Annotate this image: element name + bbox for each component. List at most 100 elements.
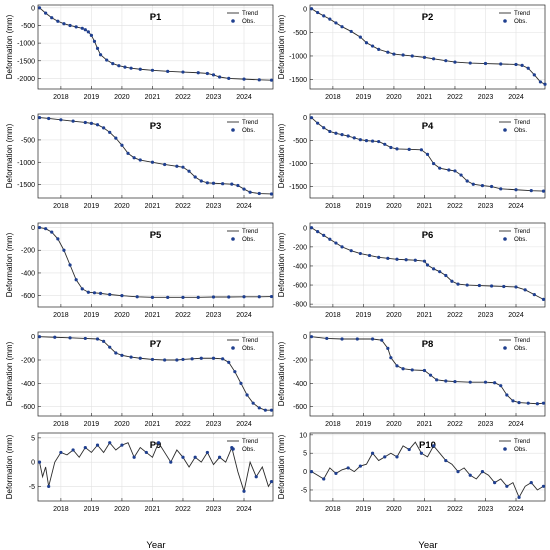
- y-tick-label: 5: [303, 451, 307, 458]
- obs-point: [541, 189, 546, 193]
- x-tick-label: 2022: [447, 506, 463, 513]
- obs-point: [269, 294, 274, 299]
- x-tick-label: 2018: [325, 506, 341, 513]
- obs-point: [499, 62, 503, 66]
- obs-point: [83, 28, 87, 32]
- obs-point: [44, 11, 48, 15]
- legend-trend-label: Trend: [514, 119, 530, 126]
- obs-point: [156, 441, 161, 445]
- obs-point: [505, 393, 509, 397]
- y-tick-label: 0: [303, 6, 307, 13]
- obs-point: [211, 356, 216, 360]
- obs-point: [386, 50, 390, 54]
- y-axis-label: Deformation (mm): [277, 341, 286, 406]
- trend-line: [311, 8, 546, 85]
- x-tick-label: 2022: [447, 94, 463, 101]
- obs-point: [37, 115, 42, 120]
- x-tick-label: 2020: [114, 94, 130, 101]
- obs-point: [364, 41, 369, 45]
- panel-p10: 10 5 0 -5 2018 2019 2020 2021 2022 2023 2024 Deform…: [277, 432, 546, 513]
- panel-p5: 0 -200 -400 -600 2018 2019 2020 2021 2022 2023 202…: [5, 222, 274, 319]
- obs-point: [340, 245, 344, 249]
- x-tick-label: 2019: [84, 421, 100, 428]
- panel-p6: 0 -200 -400 -600 -800 2018 2019 2020 2021 2022 202…: [277, 222, 546, 319]
- obs-point: [37, 335, 42, 339]
- x-tick-label: 2018: [325, 203, 341, 210]
- obs-point: [257, 191, 261, 196]
- x-tick-label: 2023: [206, 506, 222, 513]
- obs-point: [444, 273, 448, 278]
- x-tick-label: 2021: [417, 312, 433, 319]
- obs-point: [135, 295, 139, 299]
- obs-point: [370, 337, 375, 341]
- x-tick-label: 2024: [508, 94, 524, 101]
- obs-point: [386, 346, 390, 350]
- y-tick-label: 0: [303, 469, 307, 476]
- panel-title: P3: [150, 121, 162, 132]
- obs-point: [346, 466, 350, 470]
- obs-point: [328, 237, 332, 241]
- y-axis-label: Deformation (mm): [277, 434, 286, 499]
- obs-point: [44, 227, 48, 231]
- panel-title: P7: [150, 339, 162, 350]
- obs-point: [138, 67, 142, 71]
- x-tick-label: 2024: [508, 421, 524, 428]
- obs-point: [150, 160, 155, 164]
- obs-point: [269, 479, 274, 484]
- y-tick-label: 5: [31, 435, 35, 442]
- obs-point: [257, 295, 261, 299]
- panel-title: P10: [419, 440, 436, 451]
- panel-p4: 0 -500 -1000 -1500 2018 2019 2020 2021 2022 2023 2…: [277, 113, 546, 210]
- obs-point: [129, 355, 133, 359]
- obs-point: [132, 455, 136, 459]
- x-tick-label: 2020: [114, 203, 130, 210]
- obs-point: [422, 368, 427, 373]
- x-tick-label: 2024: [508, 203, 524, 210]
- x-tick-label: 2020: [114, 312, 130, 319]
- obs-point: [83, 120, 87, 125]
- obs-point: [98, 291, 103, 295]
- obs-point: [367, 253, 372, 258]
- legend-obs-label: Obs.: [242, 236, 255, 243]
- obs-point: [410, 368, 414, 372]
- obs-point: [138, 356, 142, 360]
- obs-point: [144, 450, 148, 455]
- obs-point: [532, 73, 536, 77]
- obs-point: [254, 475, 258, 479]
- y-tick-label: -200: [293, 358, 307, 365]
- obs-point: [193, 455, 197, 459]
- obs-point: [386, 256, 390, 260]
- legend-trend-label: Trend: [242, 119, 258, 126]
- legend-obs-swatch: [503, 237, 507, 241]
- obs-point: [541, 484, 546, 488]
- obs-point: [328, 17, 332, 21]
- trend-line: [39, 441, 272, 494]
- obs-point: [187, 169, 191, 173]
- obs-point: [309, 469, 314, 474]
- obs-point: [526, 66, 530, 70]
- panel-p2: 0 -500 -1000 -1500 2018 2019 2020 2021 2022 2023 2…: [277, 4, 547, 101]
- obs-point: [432, 161, 436, 166]
- obs-point: [543, 82, 547, 86]
- legend-obs-label: Obs.: [242, 127, 255, 134]
- obs-point: [269, 408, 274, 412]
- x-tick-label: 2024: [236, 421, 252, 428]
- obs-point: [53, 335, 57, 339]
- panel-title: P6: [422, 230, 434, 241]
- obs-point: [483, 61, 488, 66]
- legend-obs-swatch: [231, 447, 235, 451]
- x-tick-label: 2020: [386, 203, 402, 210]
- x-tick-label: 2021: [145, 421, 161, 428]
- obs-point: [230, 182, 234, 186]
- obs-point: [511, 399, 515, 403]
- obs-point: [425, 152, 430, 156]
- plot-frame: [37, 222, 274, 308]
- obs-point: [401, 367, 405, 371]
- legend-obs-label: Obs.: [514, 446, 527, 453]
- obs-point: [205, 71, 209, 76]
- obs-point: [453, 169, 457, 173]
- obs-point: [453, 379, 457, 384]
- plot-frame: [37, 4, 274, 90]
- x-tick-label: 2024: [508, 506, 524, 513]
- x-tick-label: 2019: [356, 312, 372, 319]
